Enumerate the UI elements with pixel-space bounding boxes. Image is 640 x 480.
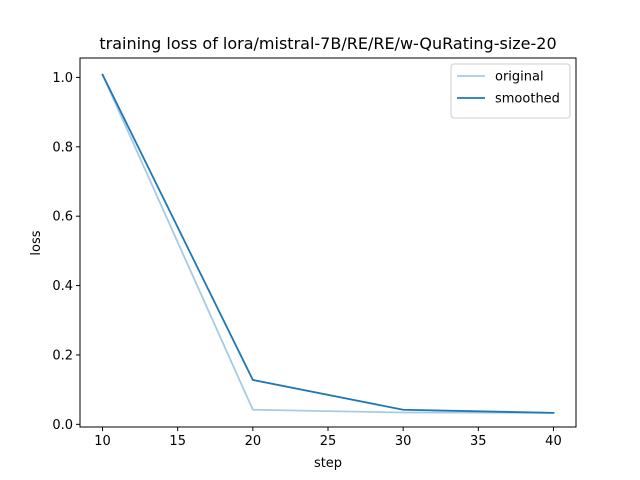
x-tick-label: 10	[94, 434, 111, 449]
y-tick-label: 0.4	[52, 279, 73, 294]
y-tick-label: 0.0	[52, 418, 73, 433]
series-line-original	[101, 73, 555, 414]
y-tick-label: 0.6	[52, 210, 73, 225]
x-tick-label: 30	[395, 434, 412, 449]
x-tick-label: 40	[545, 434, 562, 449]
x-tick-label: 15	[169, 434, 186, 449]
series-line-smoothed	[101, 73, 555, 414]
y-tick-label: 0.2	[52, 348, 73, 363]
y-tick-label: 1.0	[52, 71, 73, 86]
y-axis-label: loss	[29, 230, 44, 255]
legend-box	[450, 63, 571, 119]
legend-label-smoothed: smoothed	[495, 92, 560, 107]
x-tick-label: 35	[470, 434, 487, 449]
chart-title: training loss of lora/mistral-7B/RE/RE/w…	[99, 34, 556, 53]
x-axis: 10 15 20 25 30 35 40	[94, 427, 562, 449]
y-axis: 0.0 0.2 0.4 0.6 0.8 1.0	[52, 71, 80, 433]
y-tick-label: 0.8	[52, 140, 73, 155]
legend-label-original: original	[495, 70, 544, 85]
x-tick-label: 25	[320, 434, 337, 449]
series-layer	[101, 73, 555, 414]
legend: original smoothed	[450, 63, 571, 119]
x-axis-label: step	[314, 456, 342, 471]
x-tick-label: 20	[245, 434, 262, 449]
